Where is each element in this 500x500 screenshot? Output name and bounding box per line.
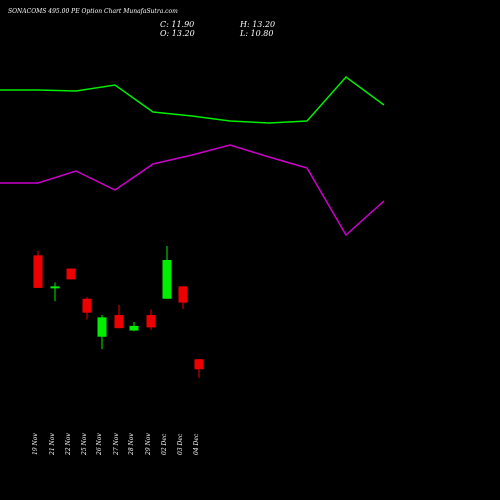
lower-band-line bbox=[0, 144, 385, 237]
close-value: C: 11.90 bbox=[160, 20, 194, 29]
candle bbox=[66, 268, 76, 280]
candle bbox=[146, 309, 156, 330]
candle bbox=[50, 282, 60, 302]
candle-body bbox=[33, 255, 43, 288]
candle bbox=[33, 250, 43, 288]
candle-body bbox=[146, 315, 156, 328]
candle-body bbox=[194, 359, 204, 370]
x-axis-labels: 19 Nov 21 Nov 22 Nov 25 Nov 26 Nov 27 Nov 28 N… bbox=[32, 433, 200, 456]
upper-band-line bbox=[0, 75, 385, 124]
high-value: H: 13.20 bbox=[239, 20, 275, 29]
candle-body bbox=[114, 315, 124, 329]
lower-band-layer bbox=[0, 144, 385, 237]
x-tick-label: 19 Nov bbox=[32, 433, 39, 455]
candle bbox=[82, 297, 92, 320]
candles-layer bbox=[33, 246, 204, 378]
candle-body bbox=[178, 286, 188, 303]
candle bbox=[194, 359, 204, 378]
candle bbox=[114, 304, 124, 329]
candle-body bbox=[129, 325, 139, 331]
x-tick-label: 22 Nov bbox=[65, 433, 72, 456]
x-tick-label: 04 Dec bbox=[193, 433, 200, 455]
candle bbox=[129, 322, 139, 332]
candle bbox=[162, 246, 172, 299]
candle bbox=[97, 315, 107, 350]
candle-body bbox=[97, 317, 107, 337]
x-tick-label: 26 Nov bbox=[96, 433, 103, 456]
candle-body bbox=[82, 298, 92, 313]
x-tick-label: 21 Nov bbox=[49, 433, 56, 456]
chart-title: SONACOMS 495.00 PE Option Chart MunafaSu… bbox=[8, 8, 178, 15]
x-tick-label: 29 Nov bbox=[145, 433, 152, 456]
x-tick-label: 27 Nov bbox=[113, 433, 120, 456]
candle bbox=[178, 286, 188, 309]
low-value: L: 10.80 bbox=[239, 29, 273, 38]
x-tick-label: 28 Nov bbox=[128, 433, 135, 456]
open-value: O: 13.20 bbox=[160, 29, 195, 38]
upper-band-layer bbox=[0, 75, 385, 124]
x-tick-label: 25 Nov bbox=[81, 433, 88, 456]
candle-body bbox=[162, 260, 172, 299]
x-tick-label: 02 Dec bbox=[161, 433, 168, 455]
x-tick-label: 03 Dec bbox=[177, 433, 184, 455]
candle-body bbox=[50, 286, 60, 289]
candle-body bbox=[66, 268, 76, 280]
